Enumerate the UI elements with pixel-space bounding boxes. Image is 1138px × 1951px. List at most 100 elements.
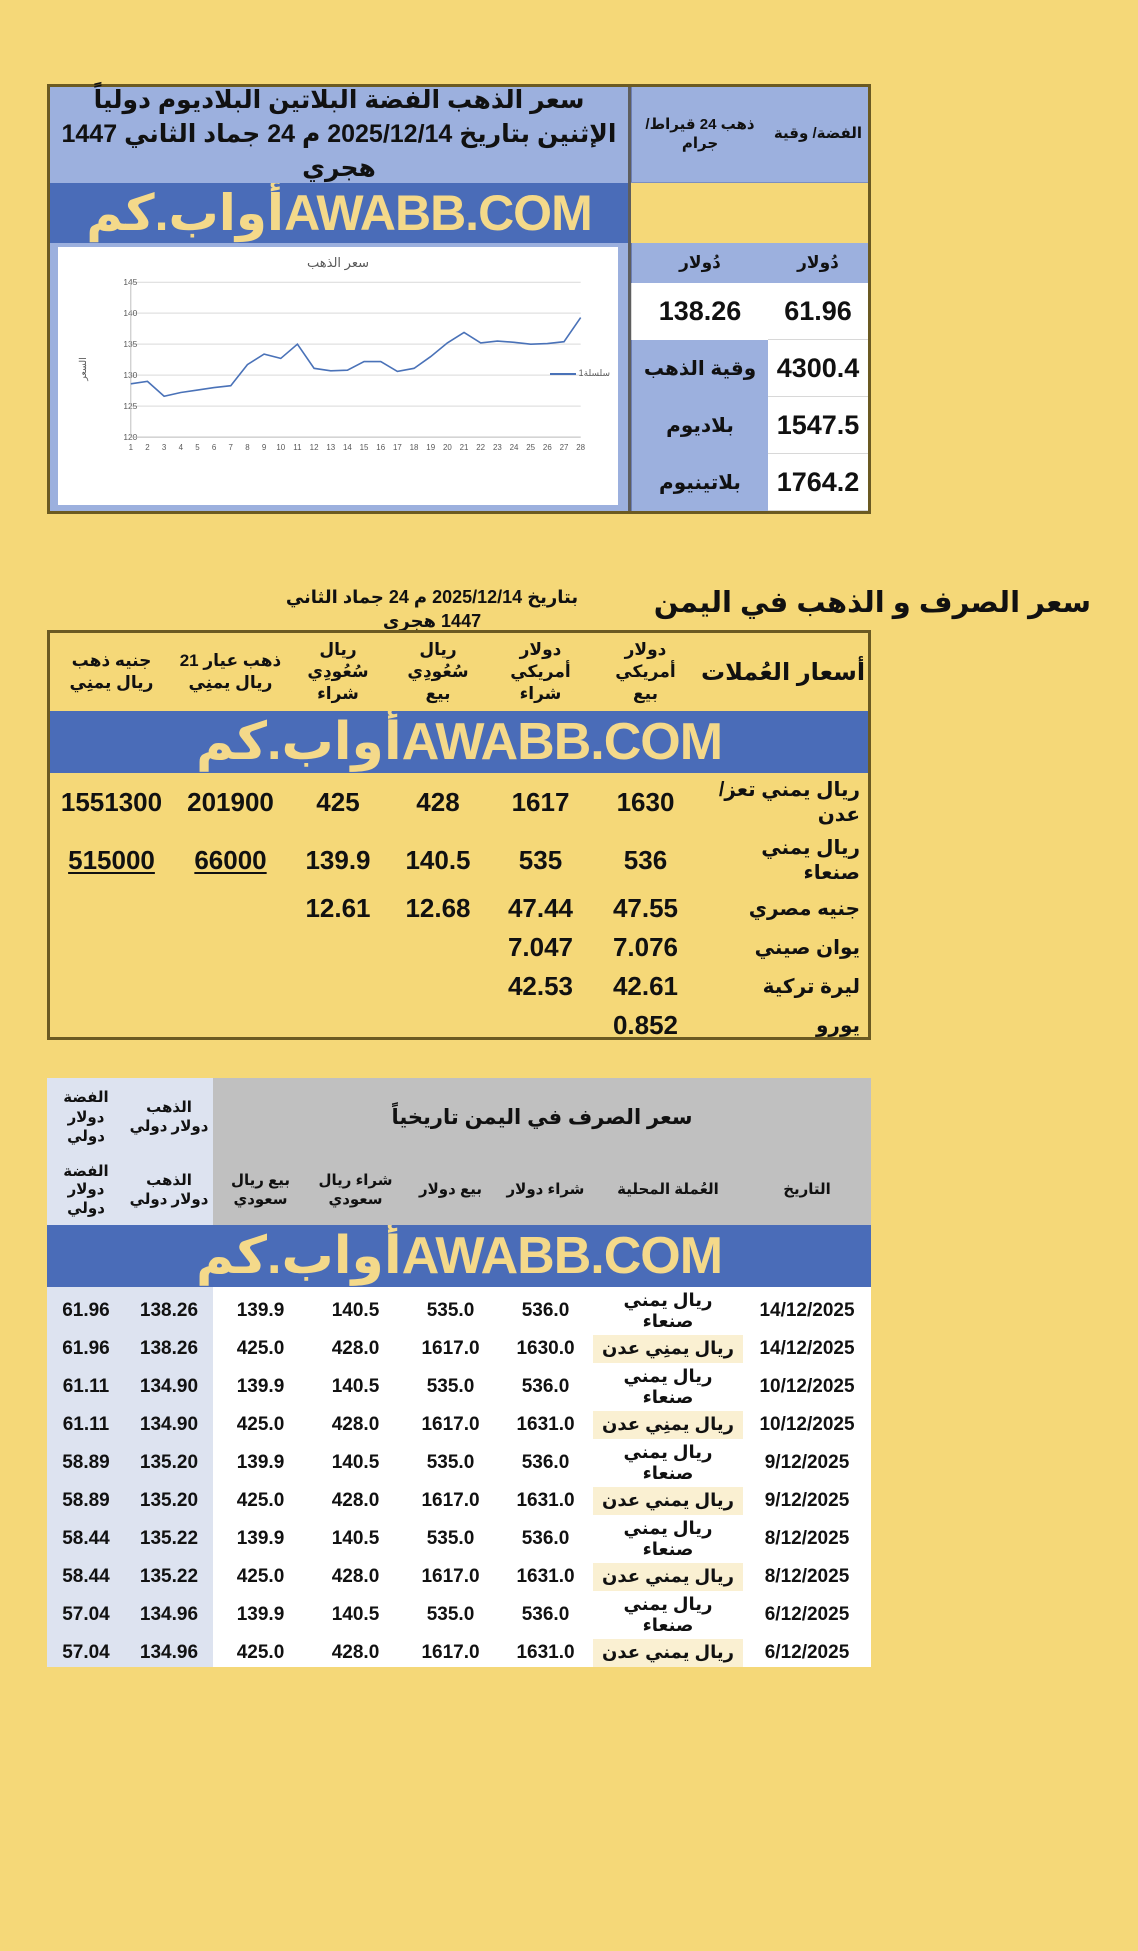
svg-text:2: 2: [145, 443, 149, 452]
gold-price: 138.26: [631, 283, 768, 340]
yemen-gold-pound: [50, 928, 173, 967]
svg-text:21: 21: [460, 443, 469, 452]
yemen-sar-buy: 425: [316, 786, 360, 817]
svg-text:25: 25: [526, 443, 535, 452]
hist-usd-sell: 1617.0: [403, 1410, 498, 1439]
brand-arabic: أواب.كم: [195, 1226, 403, 1285]
hist-usd-buy: 536.0: [498, 1286, 593, 1335]
yemen-usd-sell: 1630: [616, 786, 675, 817]
yemen-sar-buy: 12.61: [305, 893, 371, 924]
yemen-header-row: أسعار العُملات دولار أمريكي بيع دولار أم…: [50, 633, 868, 711]
col-currency: أسعار العُملات: [700, 658, 866, 686]
svg-text:17: 17: [393, 443, 402, 452]
yemen-sar-buy: [288, 928, 388, 967]
yemen-sar-sell: 428: [416, 786, 460, 817]
svg-text:22: 22: [476, 443, 485, 452]
hist-date: 10/12/2025: [743, 1410, 871, 1439]
gold-chart-wrap: سعر الذهب 120125130135140145123456789101…: [50, 243, 628, 511]
hist-usd-buy: 536.0: [498, 1590, 593, 1639]
hist-sar-sell: 425.0: [212, 1486, 308, 1515]
yemen-gold21: [173, 928, 288, 967]
yemen-usd-buy: 47.44: [507, 893, 574, 924]
col-usd-sell: دولار أمريكي بيع: [593, 633, 698, 711]
hist-sar-sell: 139.9: [212, 1514, 308, 1563]
yemen-sar-sell: 12.68: [405, 893, 471, 924]
hist-usd-sell: 1617.0: [403, 1638, 498, 1667]
palladium-label: بلاديوم: [631, 397, 768, 454]
svg-text:26: 26: [543, 443, 552, 452]
brand-latin: AWABB.COM: [401, 713, 723, 772]
hist-currency: ريال يمني صنعاء: [593, 1362, 743, 1411]
col-usd-sell-sub: بيع: [633, 684, 658, 704]
yemen-usd-buy: [488, 1006, 593, 1045]
hist-currency: ريال يمني عدن: [593, 1562, 743, 1591]
hcol-sar-sell: بيع ريال سعودي: [212, 1156, 308, 1225]
hist-usd-buy: 1631.0: [498, 1638, 593, 1667]
chart-plot: 1201251301351401451234567891011121314151…: [78, 277, 586, 452]
svg-text:5: 5: [195, 443, 200, 452]
silver-price: 61.96: [768, 283, 868, 340]
yemen-sar-buy: [288, 967, 388, 1006]
yemen-sar-sell: [388, 1006, 488, 1045]
yemen-title-date: بتاريخ 2025/12/14 م 24 جماد الثاني 1447 …: [285, 587, 579, 632]
hist-currency: ريال يمني صنعاء: [593, 1514, 743, 1563]
yemen-gold-pound: 515000: [68, 844, 155, 875]
hist-sar-sell: 139.9: [212, 1362, 308, 1411]
svg-text:24: 24: [510, 443, 519, 452]
hcol-gold: الذهب دولار دولي: [124, 1156, 213, 1225]
hist-currency: ريال يمني صنعاء: [593, 1286, 743, 1335]
legend-swatch-icon: [549, 372, 576, 375]
col-usd-buy-sub: شراء: [519, 684, 562, 704]
hist-usd-buy: 1631.0: [498, 1486, 593, 1515]
hist-currency: ريال يمني عدن: [593, 1486, 743, 1515]
hist-usd-sell: 1617.0: [403, 1334, 498, 1363]
yemen-gold21: 66000: [194, 844, 267, 875]
hist-sar-sell: 139.9: [212, 1286, 308, 1335]
hist-usd-sell: 1617.0: [403, 1562, 498, 1591]
hcol-sar-buy: شراء ريال سعودي: [308, 1156, 403, 1225]
table-row: 9/12/2025 ريال يمني عدن 1631.0 1617.0 428.0 4…: [47, 1486, 871, 1515]
hist-currency: ريال يمني صنعاء: [593, 1590, 743, 1639]
yemen-usd-buy: 535: [518, 844, 563, 875]
hist-sar-sell: 139.9: [212, 1590, 308, 1639]
hist-date: 14/12/2025: [743, 1334, 871, 1363]
hist-silver: 61.96: [47, 1286, 125, 1335]
hist-sar-sell: 425.0: [212, 1562, 308, 1591]
brand-bar-yemen: AWABB.COM أواب.كم: [50, 711, 868, 774]
yemen-rates-table: أسعار العُملات دولار أمريكي بيع دولار أم…: [50, 633, 868, 1045]
svg-text:16: 16: [376, 443, 385, 452]
col-usd-buy-top: دولار أمريكي: [510, 640, 571, 682]
hist-usd-buy: 1631.0: [498, 1410, 593, 1439]
historical-columns-row: التاريخ العُملة المحلية شراء دولار بيع د…: [47, 1156, 871, 1225]
table-row: ريال يمني صنعاء 536 535 140.5 139.9 66000 5150…: [50, 831, 868, 889]
gold-chart: سعر الذهب 120125130135140145123456789101…: [58, 247, 618, 505]
hist-gold: 135.20: [124, 1438, 213, 1487]
svg-text:7: 7: [229, 443, 233, 452]
hist-date: 8/12/2025: [743, 1562, 871, 1591]
gold-ounce-value: 4300.4: [768, 340, 868, 397]
hist-date: 9/12/2025: [743, 1438, 871, 1487]
hist-sar-buy: 140.5: [308, 1286, 403, 1335]
hist-usd-buy: 1630.0: [498, 1334, 593, 1363]
svg-text:20: 20: [443, 443, 452, 452]
yemen-gold-pound: 1551300: [60, 786, 163, 817]
chart-legend: سلسلة1: [549, 368, 610, 379]
yemen-sar-sell: [388, 967, 488, 1006]
yemen-row-label: يوان صيني: [754, 937, 860, 960]
yemen-gold-pound: [50, 889, 173, 928]
col-gold-pound-top: جنيه ذهب: [71, 651, 152, 671]
table-row: 9/12/2025 ريال يمني صنعاء 536.0 535.0 140.5 1…: [47, 1438, 871, 1487]
yemen-title-text: سعر الصرف و الذهب في اليمن: [653, 587, 1091, 619]
hist-silver: 58.89: [47, 1438, 125, 1487]
table-row: ليرة تركية 42.61 42.53: [50, 967, 868, 1006]
hist-gold: 134.96: [124, 1638, 213, 1667]
yemen-row-label: يورو: [816, 1015, 860, 1038]
yemen-usd-sell: 42.61: [612, 971, 679, 1002]
col-sar-sell-sub: بيع: [425, 684, 451, 704]
header-silver-unit: الفضة/ وقية: [773, 125, 863, 143]
yemen-rates-panel: أسعار العُملات دولار أمريكي بيع دولار أم…: [47, 630, 871, 1040]
svg-text:4: 4: [179, 443, 184, 452]
brand-arabic: أواب.كم: [195, 713, 403, 772]
col-gold21-top: ذهب عيار 21: [179, 651, 282, 671]
svg-text:12: 12: [310, 443, 319, 452]
